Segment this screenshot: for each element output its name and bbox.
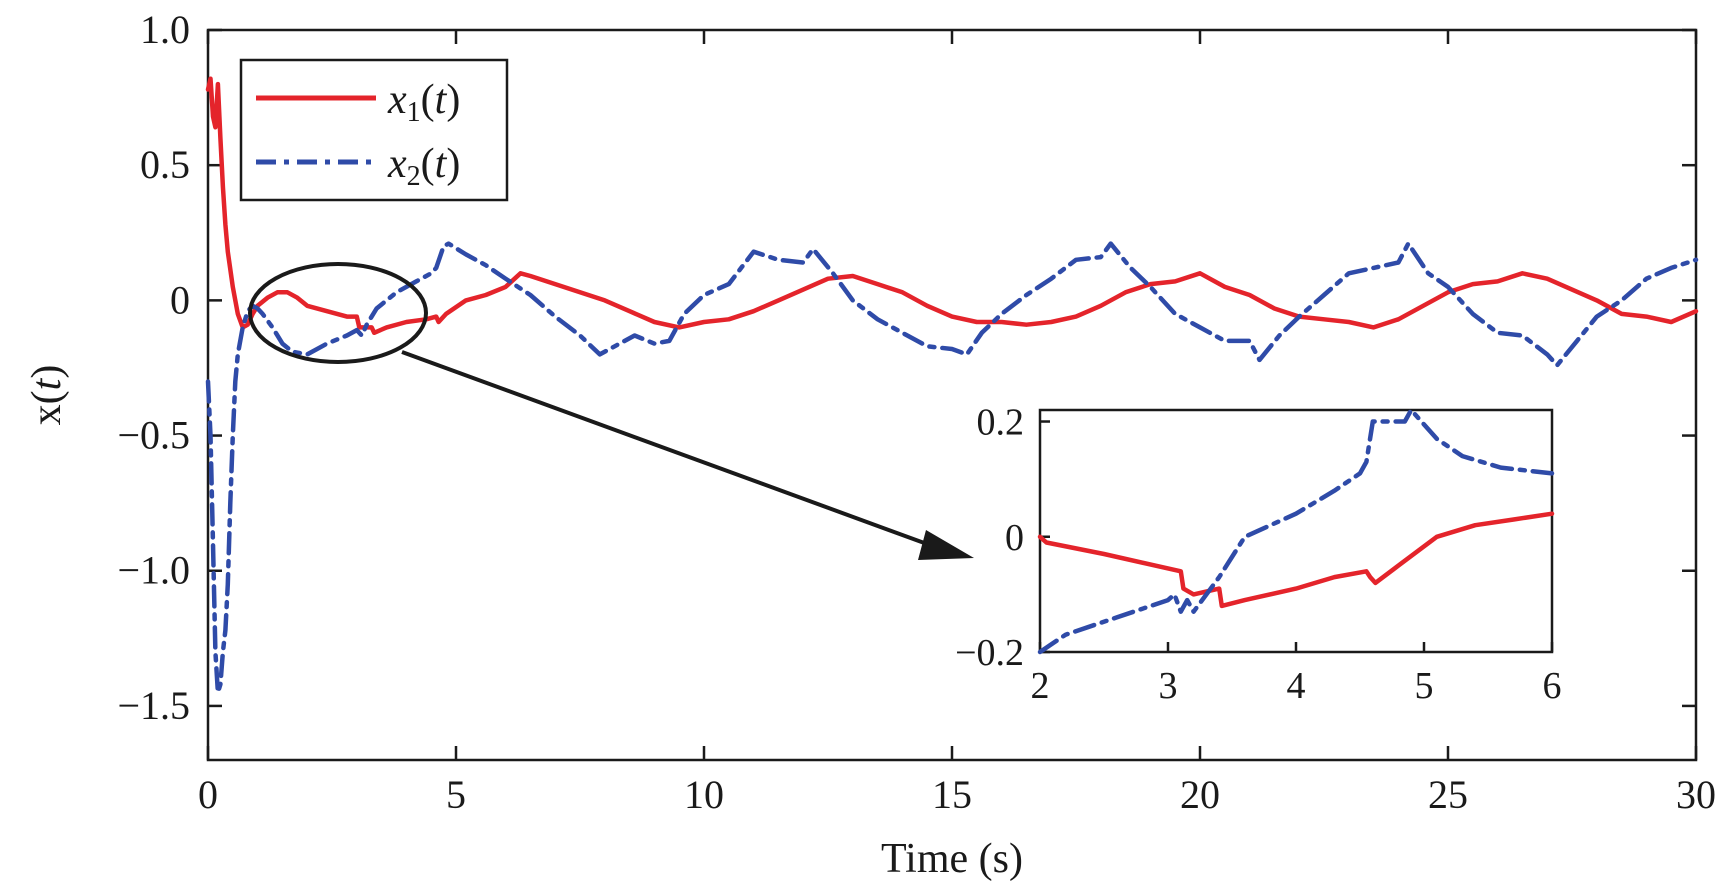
series-line-1: [205, 76, 1699, 336]
x-tick-label: 30: [1676, 772, 1716, 817]
zoom-ellipse: [248, 262, 428, 364]
inset-plot: 2 3 4 5 6 0.2 0 −0.2: [955, 402, 1561, 707]
x-tick-label: 0: [198, 772, 218, 817]
x-tick-label: 6: [1543, 665, 1562, 707]
zoom-arrow-head: [918, 530, 974, 560]
legend-box: [239, 58, 509, 202]
y-tick-label: −1.0: [117, 548, 190, 593]
series-line-2: [205, 241, 1699, 695]
main-series: [205, 76, 1699, 695]
x-tick-label: 5: [1415, 665, 1434, 707]
x-tick-label: 2: [1031, 665, 1050, 707]
inset-series: [1037, 407, 1555, 655]
zoom-arrow-shaft: [401, 350, 939, 550]
y-tick-label: 0.2: [977, 402, 1025, 444]
series-line-1: [1037, 511, 1555, 609]
inset-ticks: 2 3 4 5 6 0.2 0 −0.2: [955, 402, 1561, 707]
y-tick-label: 0.5: [140, 142, 190, 187]
y-tick-label: −0.5: [117, 413, 190, 458]
main-ticks: 0 5 10 15 20 25 301.00.50−0.5−1.0−1.5: [117, 7, 1716, 817]
y-tick-label: 0: [170, 277, 190, 322]
x-axis-title: Time (s): [881, 836, 1023, 882]
y-tick-label: 0: [1005, 517, 1024, 559]
x-tick-label: 3: [1159, 665, 1178, 707]
inset-axes-frame: [1038, 408, 1554, 654]
x-tick-label: 25: [1428, 772, 1468, 817]
legend-label-x2: x2(t): [387, 141, 460, 192]
x-tick-label: 15: [932, 772, 972, 817]
x-tick-label: 5: [446, 772, 466, 817]
x-tick-label: 4: [1287, 665, 1306, 707]
x-tick-label: 20: [1180, 772, 1220, 817]
y-tick-label: −1.5: [117, 683, 190, 728]
legend-label-x1: x1(t): [387, 77, 460, 128]
legend: x1(t) x2(t): [239, 58, 509, 202]
y-axis-title: x(t): [24, 365, 70, 426]
y-tick-label: −0.2: [955, 632, 1024, 674]
x-tick-label: 10: [684, 772, 724, 817]
series-line-2: [1037, 407, 1555, 655]
y-tick-label: 1.0: [140, 7, 190, 52]
